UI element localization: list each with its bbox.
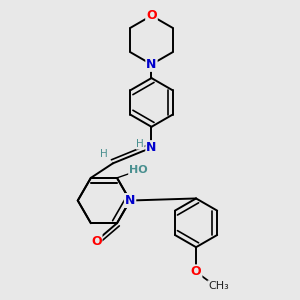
- Text: N: N: [146, 58, 157, 71]
- Text: O: O: [146, 9, 157, 22]
- Text: N: N: [125, 194, 135, 207]
- Text: H: H: [136, 139, 144, 149]
- Text: O: O: [191, 266, 201, 278]
- Text: CH₃: CH₃: [208, 281, 229, 291]
- Text: HO: HO: [129, 165, 148, 176]
- Text: N: N: [146, 141, 157, 154]
- Text: O: O: [91, 235, 101, 248]
- Text: H: H: [100, 149, 108, 160]
